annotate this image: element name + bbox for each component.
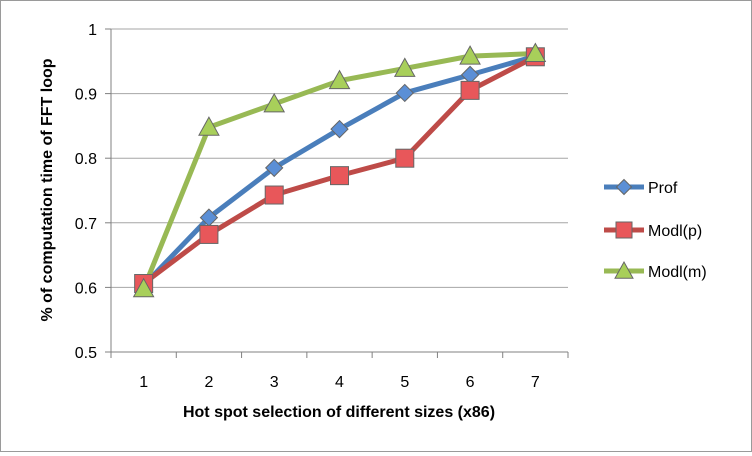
data-point-modl-m- (132, 277, 155, 298)
y-axis-title: % of computation time of FFT loop (39, 58, 56, 321)
data-point-prof (265, 158, 284, 178)
y-tick-label: 0.5 (75, 345, 97, 362)
legend-label: Prof (648, 180, 678, 197)
data-point-modl-p- (395, 148, 415, 168)
series-markers (132, 42, 547, 298)
y-tick-label: 0.9 (75, 87, 97, 104)
legend-marker (615, 178, 633, 196)
data-point-modl-p- (199, 224, 219, 244)
data-point-modl-m- (393, 57, 416, 77)
x-tick-label: 4 (335, 374, 344, 391)
data-point-modl-m- (459, 45, 481, 65)
x-tick-label: 6 (466, 374, 475, 391)
data-point-prof (395, 83, 414, 103)
x-tick-label: 3 (270, 374, 279, 391)
x-axis-title: Hot spot selection of different sizes (x… (183, 404, 495, 421)
data-point-modl-m- (524, 42, 547, 63)
gridlines (111, 28, 568, 288)
legend: Prof Modl(p) Modl(m) (604, 178, 707, 281)
legend-label: Modl(m) (648, 264, 707, 281)
data-point-modl-p- (460, 80, 480, 100)
legend-label: Modl(p) (648, 223, 702, 240)
y-tick-label: 0.8 (75, 151, 97, 168)
axes: 0.5 0.6 0.7 0.8 0.9 1 1 2 3 4 5 6 7 (75, 22, 569, 391)
data-point-modl-m- (263, 92, 286, 113)
x-tick-label: 5 (400, 374, 409, 391)
legend-marker (614, 260, 634, 279)
data-point-modl-p- (330, 166, 349, 186)
x-tick-label: 1 (139, 374, 148, 391)
y-tick-label: 0.7 (75, 216, 97, 233)
x-tick-label: 2 (204, 374, 213, 391)
x-tick-label: 7 (531, 374, 540, 391)
data-point-modl-m- (328, 69, 351, 90)
legend-marker (615, 221, 633, 239)
data-point-modl-m- (198, 116, 220, 136)
data-point-prof (460, 65, 480, 85)
data-point-prof (330, 119, 349, 139)
y-tick-label: 1 (88, 22, 97, 39)
data-point-modl-p- (264, 185, 284, 205)
y-tick-label: 0.6 (75, 280, 97, 297)
